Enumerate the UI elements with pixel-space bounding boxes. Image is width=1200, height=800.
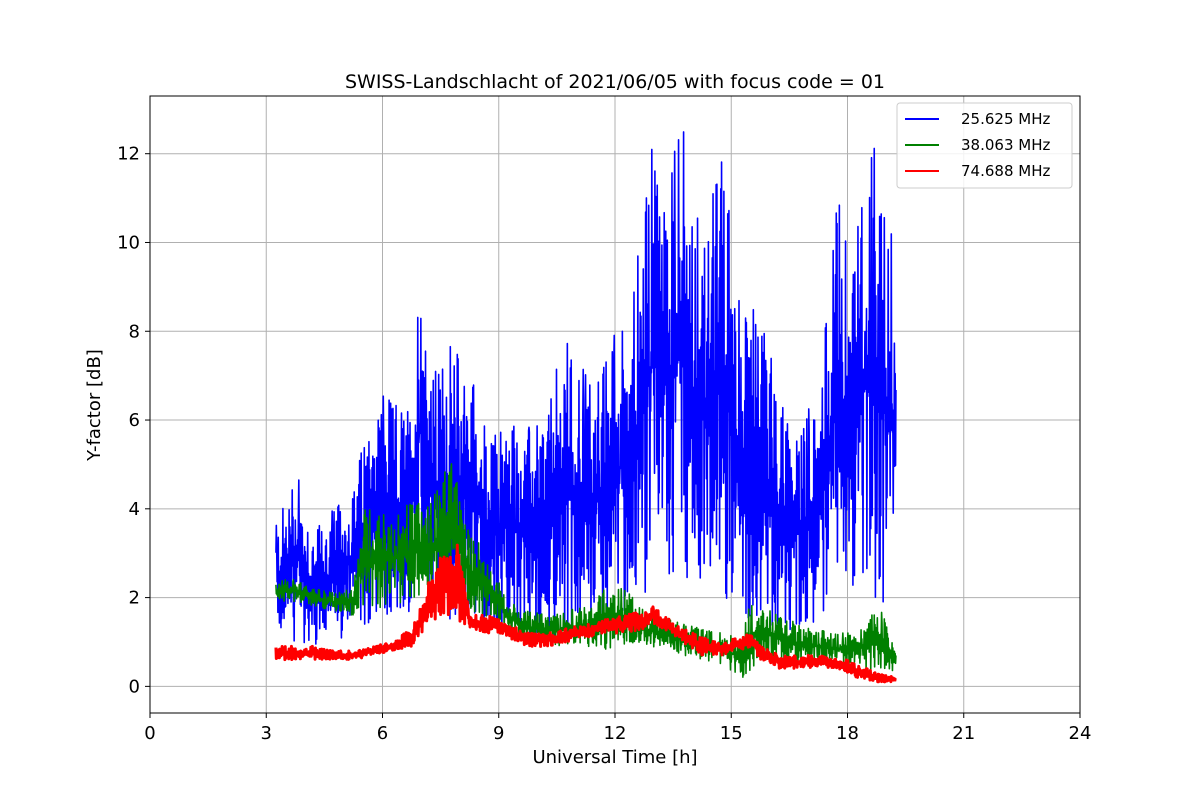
x-tick-label: 3 xyxy=(261,723,272,744)
legend-label: 38.063 MHz xyxy=(961,136,1050,154)
legend-box xyxy=(896,102,1073,189)
y-tick-label: 2 xyxy=(129,588,140,609)
y-tick-label: 6 xyxy=(129,410,140,431)
legend: 25.625 MHz 38.063 MHz 74.688 MHz xyxy=(896,102,1073,189)
y-axis-title: Y-factor [dB] xyxy=(84,349,105,462)
x-tick-label: 6 xyxy=(377,723,388,744)
y-tick-label: 10 xyxy=(117,232,140,253)
series-line-3 xyxy=(274,543,898,684)
legend-label: 74.688 MHz xyxy=(961,162,1050,180)
y-tick-label: 4 xyxy=(129,499,140,520)
x-tick-label: 0 xyxy=(144,723,155,744)
y-tick-label: 8 xyxy=(129,321,140,342)
x-axis-title: Universal Time [h] xyxy=(532,747,697,768)
x-tick-label: 18 xyxy=(836,723,859,744)
y-tick-label: 0 xyxy=(129,676,140,697)
x-tick-label: 9 xyxy=(493,723,504,744)
chart-title: SWISS-Landschlacht of 2021/06/05 with fo… xyxy=(345,71,885,93)
x-tick-label: 15 xyxy=(720,723,743,744)
y-tick-label: 12 xyxy=(117,144,140,165)
x-tick-label: 12 xyxy=(604,723,627,744)
series-layer xyxy=(274,131,898,684)
x-tick-label: 21 xyxy=(952,723,975,744)
legend-label: 25.625 MHz xyxy=(961,110,1050,128)
series-line-2 xyxy=(275,463,897,678)
x-tick-label: 24 xyxy=(1069,723,1092,744)
